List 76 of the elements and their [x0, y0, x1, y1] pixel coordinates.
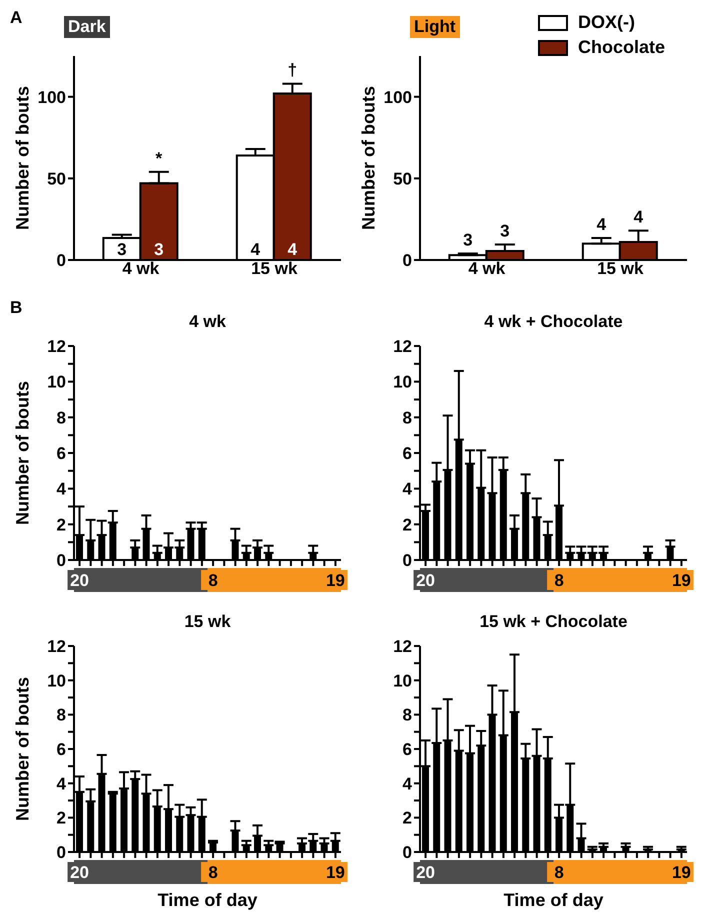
x-tick-label: 20	[70, 863, 90, 882]
y-tick-label: 4	[402, 774, 413, 794]
y-tick-label: 12	[393, 337, 412, 356]
chart-title: 4 wk	[188, 312, 227, 332]
annotation: *	[156, 148, 163, 168]
x-tick-label: 20	[416, 571, 436, 590]
annotation: 3	[500, 221, 510, 240]
y-axis-title: Number of bouts	[12, 677, 32, 821]
y-tick-label: 8	[402, 706, 412, 725]
annotation: 3	[117, 240, 127, 259]
chart-title: 4 wk + Chocolate	[483, 312, 624, 332]
y-tick-label: 8	[56, 408, 66, 428]
y-tick-label: 12	[393, 637, 412, 656]
x-tick-label: 20	[70, 571, 90, 590]
y-axis-title: Number of bouts	[12, 381, 32, 525]
y-tick-label: 0	[56, 843, 66, 862]
annotation: 4	[634, 208, 644, 227]
y-tick-label: 6	[402, 740, 412, 760]
y-tick-label: 50	[393, 169, 412, 188]
y-tick-label: 10	[393, 671, 412, 690]
annotation: †	[288, 60, 298, 80]
y-tick-label: 12	[47, 337, 66, 356]
x-axis-title: Time of day	[504, 890, 604, 910]
x-tick-label: 8	[208, 863, 218, 882]
y-tick-label: 2	[402, 808, 412, 828]
y-tick-label: 0	[56, 551, 66, 570]
x-tick-label: 19	[326, 863, 345, 882]
chart-title: Dark	[64, 16, 110, 38]
x-tick-label: 20	[416, 863, 436, 882]
annotation: 4	[596, 214, 607, 234]
x-tick-label: 15 wk	[251, 259, 298, 278]
chart-title: Light	[410, 16, 460, 38]
x-tick-label: 19	[326, 571, 345, 590]
x-tick-label: 8	[554, 863, 564, 882]
y-tick-label: 0	[402, 251, 412, 270]
y-tick-label: 4	[56, 774, 67, 794]
x-tick-label: 8	[208, 571, 218, 590]
x-tick-label: 15 wk	[597, 259, 644, 278]
y-tick-label: 4	[56, 480, 67, 499]
y-tick-label: 6	[56, 740, 66, 760]
y-tick-label: 100	[38, 88, 66, 107]
y-axis-title: Number of bouts	[358, 86, 378, 230]
y-tick-label: 0	[402, 551, 412, 570]
chart-title: 15 wk	[183, 612, 232, 632]
annotation: 4	[288, 240, 298, 259]
annotation: 4	[250, 240, 261, 259]
annotation: 3	[154, 240, 164, 259]
y-tick-label: 10	[47, 671, 66, 690]
x-tick-label: 19	[672, 571, 691, 590]
y-axis-title: Number of bouts	[12, 86, 32, 230]
x-tick-label: 4 wk	[468, 259, 506, 278]
y-tick-label: 0	[402, 843, 412, 862]
y-tick-label: 8	[56, 706, 66, 725]
legend-label: Chocolate	[578, 37, 665, 58]
x-tick-label: 19	[672, 863, 691, 882]
y-tick-label: 4	[402, 480, 413, 499]
y-tick-label: 2	[402, 515, 412, 534]
x-tick-label: 4 wk	[122, 259, 160, 278]
chart-title: 15 wk + Chocolate	[478, 612, 628, 632]
text: A	[10, 8, 22, 28]
y-tick-label: 0	[56, 251, 66, 270]
annotation: 3	[463, 230, 473, 250]
text: B	[10, 298, 22, 318]
y-tick-label: 100	[384, 88, 412, 107]
y-tick-label: 2	[56, 808, 66, 828]
y-tick-label: 8	[402, 408, 412, 428]
y-tick-label: 12	[47, 637, 66, 656]
x-tick-label: 8	[554, 571, 564, 590]
y-tick-label: 50	[47, 169, 66, 188]
y-tick-label: 2	[56, 515, 66, 534]
x-axis-title: Time of day	[158, 890, 258, 910]
y-tick-label: 6	[402, 444, 412, 464]
y-tick-label: 6	[56, 444, 66, 464]
y-tick-label: 10	[47, 372, 66, 392]
legend-label: DOX(-)	[578, 12, 635, 33]
y-tick-label: 10	[393, 372, 412, 392]
